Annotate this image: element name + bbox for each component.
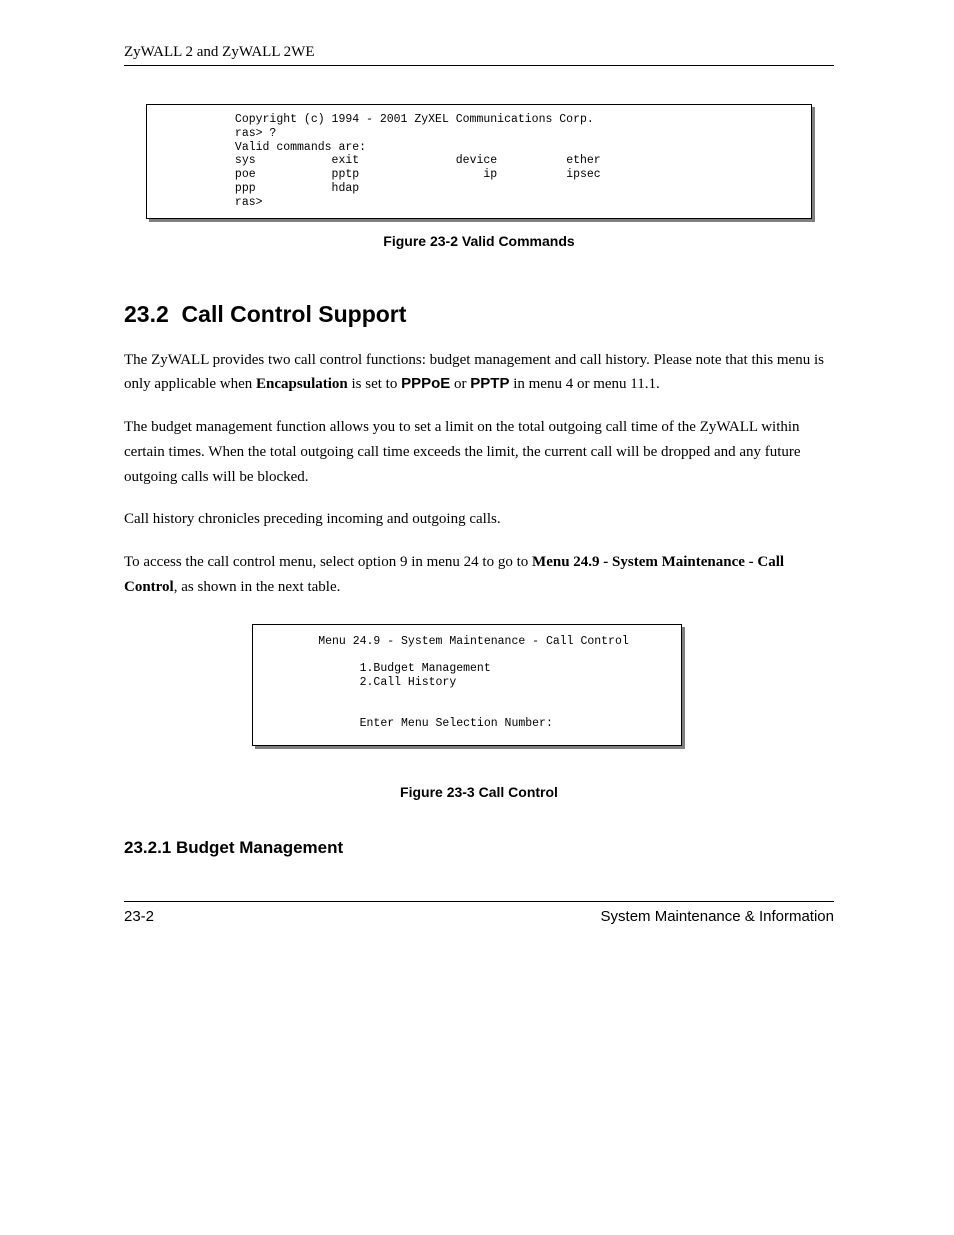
code1-r2c1: poe: [235, 168, 332, 181]
code1-indent-7: [159, 196, 235, 209]
code2-item2: 2.Call History: [263, 676, 456, 689]
subsection-heading: 23.2.1 Budget Management: [124, 838, 834, 858]
section-title: Call Control Support: [182, 301, 407, 327]
p1-c: is set to: [348, 376, 401, 392]
p1-b: Encapsulation: [256, 376, 348, 392]
code1-r2c3: ip: [456, 168, 566, 181]
figure-caption-2: Figure 23-3 Call Control: [124, 784, 834, 800]
p4-a: To access the call control menu, select …: [124, 554, 532, 570]
p1-d: PPPoE: [401, 375, 450, 392]
p1-f: PPTP: [470, 375, 509, 392]
code1-line7: ras>: [235, 196, 263, 209]
code1-indent-1: [159, 113, 235, 126]
subsection-num: 23.2.1: [124, 838, 171, 857]
footer-page-num: 23-2: [124, 908, 154, 925]
paragraph-3: Call history chronicles preceding incomi…: [124, 507, 834, 532]
paragraph-4: To access the call control menu, select …: [124, 550, 834, 600]
code1-indent-3: [159, 141, 235, 154]
code1-r3c3: [456, 182, 566, 195]
p4-c: , as shown in the next table.: [174, 579, 341, 595]
code2-prompt: Enter Menu Selection Number:: [263, 717, 553, 730]
code1-r2c4: ipsec: [566, 168, 601, 181]
header-title: ZyWALL 2 and ZyWALL 2WE: [124, 44, 834, 61]
code1-r1c1: sys: [235, 154, 332, 167]
footer-chapter: System Maintenance & Information: [601, 908, 834, 925]
figure-caption-1: Figure 23-2 Valid Commands: [124, 233, 834, 249]
header-rule: [124, 65, 834, 66]
code1-indent-5: [159, 168, 235, 181]
paragraph-1: The ZyWALL provides two call control fun…: [124, 348, 834, 398]
footer-row: 23-2 System Maintenance & Information: [124, 908, 834, 925]
code-box-call-control: Menu 24.9 - System Maintenance - Call Co…: [252, 624, 682, 747]
code1-indent-4: [159, 154, 235, 167]
code2-title: Menu 24.9 - System Maintenance - Call Co…: [263, 635, 629, 648]
p1-e: or: [450, 376, 470, 392]
code1-r1c2: exit: [332, 154, 456, 167]
paragraph-2: The budget management function allows yo…: [124, 415, 834, 489]
code1-r3c2: hdap: [332, 182, 456, 195]
code1-line3: Valid commands are:: [235, 141, 366, 154]
code1-r3c1: ppp: [235, 182, 332, 195]
code1-line1: Copyright (c) 1994 - 2001 ZyXEL Communic…: [235, 113, 594, 126]
code1-indent-6: [159, 182, 235, 195]
section-num: 23.2: [124, 301, 169, 327]
code1-r1c4: ether: [566, 154, 601, 167]
page: ZyWALL 2 and ZyWALL 2WE Copyright (c) 19…: [0, 0, 954, 1235]
code1-line2: ras> ?: [235, 127, 276, 140]
code1-r2c2: pptp: [332, 168, 456, 181]
footer-rule: [124, 901, 834, 902]
p1-g: in menu 4 or menu 11.1.: [509, 376, 659, 392]
code-box-valid-commands: Copyright (c) 1994 - 2001 ZyXEL Communic…: [146, 104, 812, 219]
subsection-title: Budget Management: [176, 838, 343, 857]
code1-indent-2: [159, 127, 235, 140]
code2-item1: 1.Budget Management: [263, 662, 491, 675]
section-heading: 23.2 Call Control Support: [124, 301, 834, 328]
footer: 23-2 System Maintenance & Information: [124, 901, 834, 925]
code1-r1c3: device: [456, 154, 566, 167]
